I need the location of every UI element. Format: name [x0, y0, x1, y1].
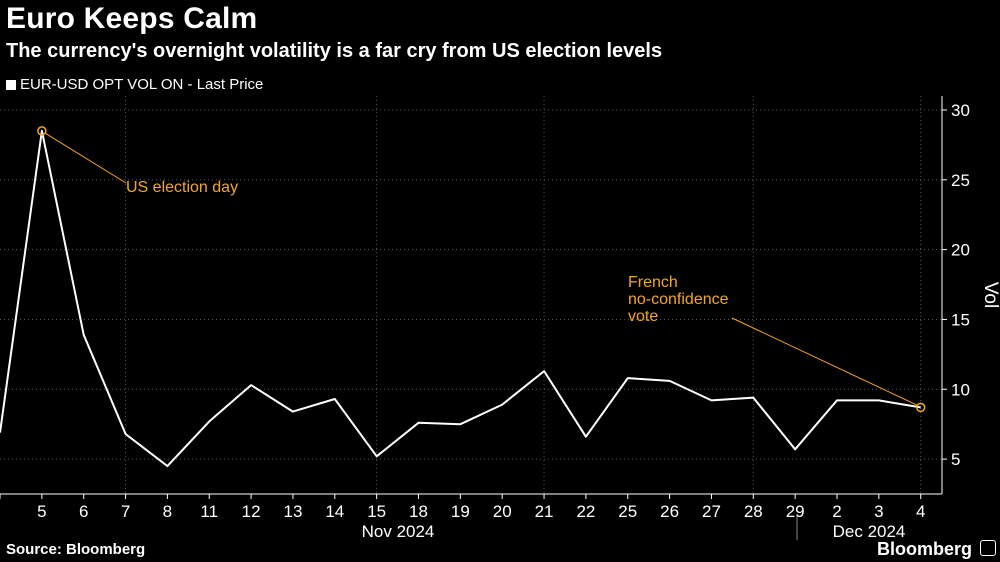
- x-tick-label: 20: [493, 502, 512, 521]
- x-group-label-dec: Dec 2024: [833, 522, 906, 541]
- y-axis-title: Vol: [980, 282, 1000, 308]
- x-tick-label: 26: [660, 502, 679, 521]
- x-tick-label: 18: [409, 502, 428, 521]
- y-tick-label: 15: [951, 310, 970, 329]
- x-tick-label: 15: [367, 502, 386, 521]
- x-tick-label: 7: [121, 502, 130, 521]
- annotation-french-vote-line: no-confidence: [628, 291, 729, 308]
- annotation-marker-french-vote: [915, 402, 926, 413]
- x-tick-label: 12: [242, 502, 261, 521]
- annotation-french-vote-line: French: [628, 274, 678, 291]
- annotation-marker-us-election: [37, 126, 47, 136]
- x-tick-label: 8: [163, 502, 172, 521]
- annotation-us-election-day: US election day: [126, 179, 238, 196]
- x-tick-label: 21: [535, 502, 554, 521]
- chart-subtitle: The currency's overnight volatility is a…: [6, 40, 663, 62]
- x-tick-label: 13: [283, 502, 302, 521]
- x-tick-label: 3: [874, 502, 883, 521]
- x-tick-label: 27: [702, 502, 721, 521]
- x-tick-label: 6: [79, 502, 88, 521]
- legend-swatch: [6, 79, 16, 90]
- brand-mark-icon: [980, 540, 996, 556]
- x-tick-label: 28: [744, 502, 763, 521]
- chart-title: Euro Keeps Calm: [6, 2, 258, 35]
- x-tick-label: 2: [832, 502, 841, 521]
- x-tick-label: 11: [200, 502, 218, 521]
- y-tick-label: 10: [951, 380, 970, 399]
- series-line: [0, 129, 921, 468]
- legend-label: EUR-USD OPT VOL ON - Last Price: [20, 76, 264, 93]
- y-tick-label: 5: [951, 450, 960, 469]
- x-tick-label: 4: [916, 502, 925, 521]
- x-tick-label: 29: [786, 502, 805, 521]
- legend: EUR-USD OPT VOL ON - Last Price: [6, 76, 263, 93]
- brand-logo-text: Bloomberg: [876, 539, 972, 559]
- y-tick-label: 25: [951, 171, 970, 190]
- y-tick-label: 30: [951, 101, 970, 120]
- x-tick-label: 19: [451, 502, 470, 521]
- y-tick-label: 20: [951, 241, 970, 260]
- annotation-french-vote-line: vote: [628, 308, 658, 325]
- source-note: Source: Bloomberg: [6, 541, 146, 558]
- x-group-label-nov: Nov 2024: [362, 522, 435, 541]
- annotation-leader-us-election: [44, 132, 127, 184]
- x-tick-label: 25: [618, 502, 637, 521]
- x-tick-label: 5: [37, 502, 46, 521]
- x-tick-label: 14: [325, 502, 344, 521]
- x-tick-label: 22: [576, 502, 595, 521]
- annotation-leader-french-vote: [731, 317, 918, 406]
